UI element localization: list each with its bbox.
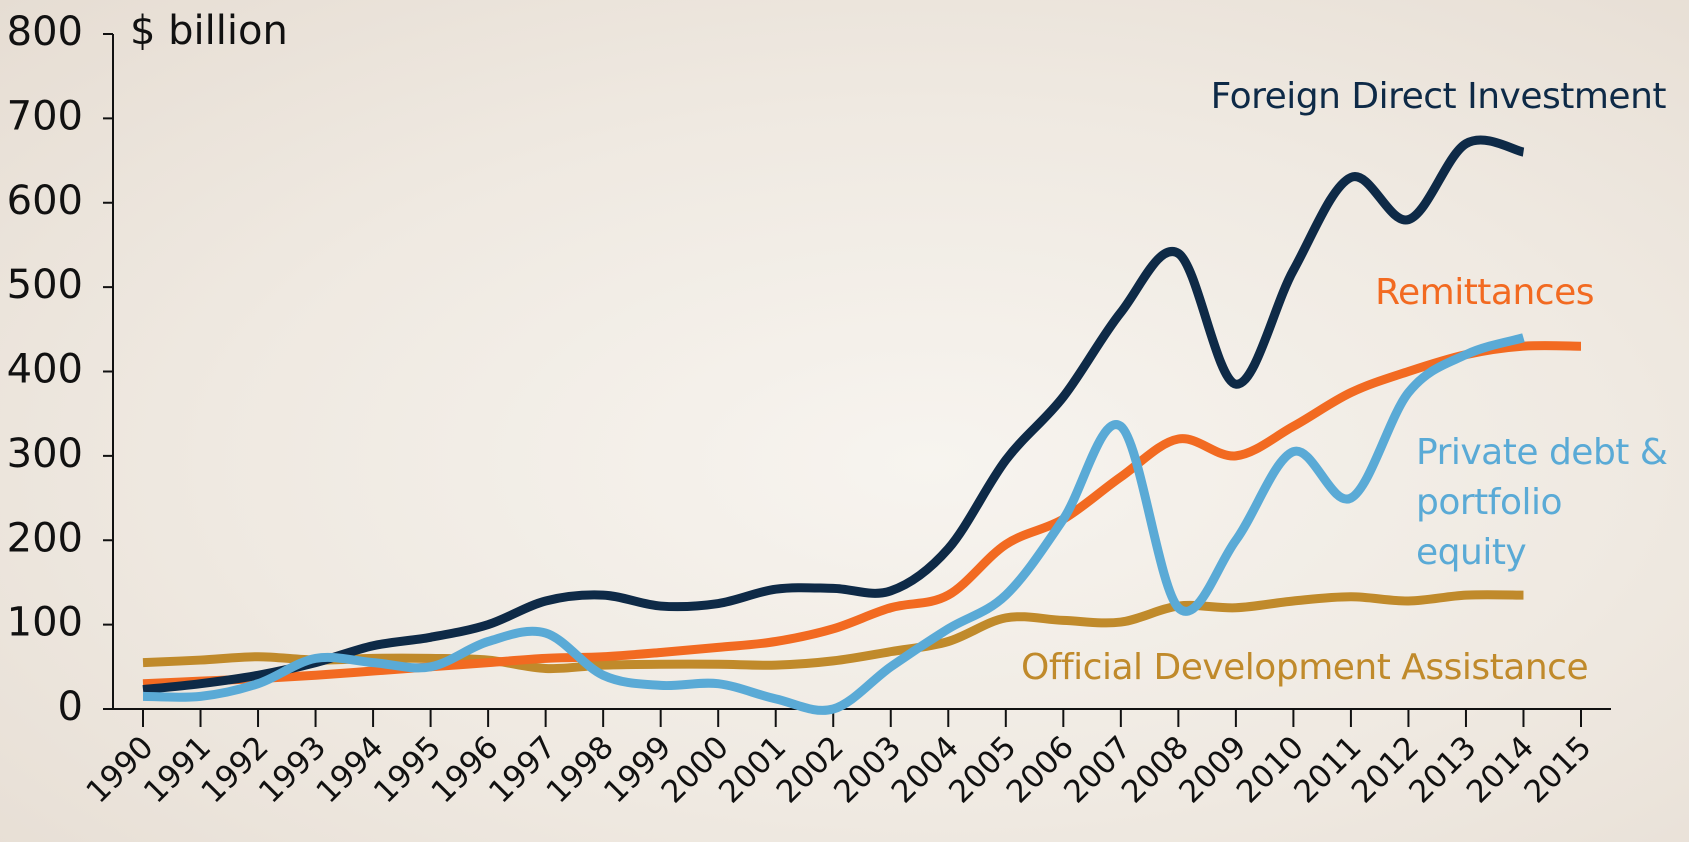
- x-tick-label: 2011: [1287, 729, 1368, 810]
- y-tick-label: 200: [7, 515, 83, 561]
- x-tick-label: 2012: [1345, 729, 1426, 810]
- y-tick-label: 400: [7, 347, 83, 393]
- y-tick-label: 800: [7, 9, 83, 55]
- x-tick-label: 2014: [1460, 729, 1541, 810]
- x-tick-label: 1994: [309, 729, 390, 810]
- x-tick-label: 2005: [942, 729, 1023, 810]
- series-line: [142, 341, 1582, 689]
- y-axis-label: $ billion: [130, 8, 288, 54]
- x-tick-label: 1992: [194, 729, 275, 810]
- x-tick-label: 2002: [770, 729, 851, 810]
- x-tick-label: 1995: [367, 729, 448, 810]
- series-label: Official Development Assistance: [1021, 647, 1589, 688]
- x-tick-label: 2013: [1402, 729, 1483, 810]
- x-tick-label: 2008: [1115, 729, 1196, 810]
- y-tick-label: 300: [7, 431, 83, 477]
- x-tick-label: 2009: [1172, 729, 1253, 810]
- x-tick-label: 1993: [252, 729, 333, 810]
- y-tick-label: 100: [7, 600, 83, 646]
- x-tick-label: 2015: [1517, 729, 1598, 810]
- x-tick-label: 2004: [885, 729, 966, 810]
- y-tick-label: 500: [7, 262, 83, 308]
- x-tick-label: 2003: [827, 729, 908, 810]
- x-tick-label: 1990: [79, 729, 160, 810]
- series-label: Private debt & portfolio equity: [1416, 432, 1668, 573]
- series-line: [142, 333, 1525, 715]
- y-tick-label: 600: [7, 178, 83, 224]
- series-line: [142, 135, 1525, 695]
- series-label: Remittances: [1375, 272, 1594, 313]
- x-tick-label: 2006: [1000, 729, 1081, 810]
- x-tick-label: 1996: [425, 729, 506, 810]
- x-tick-label: 2001: [712, 729, 793, 810]
- x-tick-label: 2007: [1057, 729, 1138, 810]
- x-tick-label: 1998: [540, 729, 621, 810]
- y-tick-label: 0: [58, 684, 83, 730]
- series-label: Foreign Direct Investment: [1210, 76, 1667, 117]
- x-tick-label: 1997: [482, 729, 563, 810]
- x-tick-label: 2010: [1230, 729, 1311, 810]
- x-tick-label: 1999: [597, 729, 678, 810]
- x-tick-label: 1991: [137, 729, 218, 810]
- x-tick-label: 2000: [655, 729, 736, 810]
- y-tick-label: 700: [7, 93, 83, 139]
